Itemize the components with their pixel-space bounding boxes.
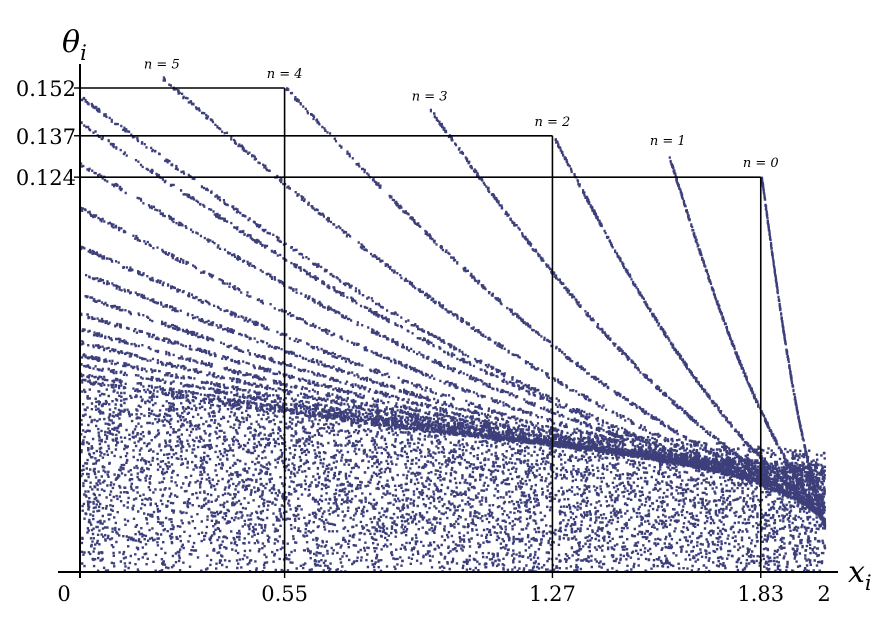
branch-label-0: n = 0 xyxy=(743,156,779,171)
branch-6-points xyxy=(81,96,826,511)
branch-labels: n = 0 n = 1 n = 2 n = 3 n = 4 n = 5 xyxy=(144,57,779,171)
y-tick-label-1: 0.137 xyxy=(16,125,76,149)
x-tick-label-1: 0.55 xyxy=(261,582,308,606)
y-tick-label-2: 0.124 xyxy=(16,166,76,190)
x-tick-label-3: 1.83 xyxy=(737,582,784,606)
branch-label-2: n = 2 xyxy=(535,115,571,130)
guide-lines xyxy=(80,87,762,572)
x-tick-label-4: 2 xyxy=(817,582,830,606)
x-axis-title: xi xyxy=(848,555,872,595)
branch-label-3: n = 3 xyxy=(412,89,448,104)
y-axis-title: θi xyxy=(62,25,87,65)
branch-19-points xyxy=(81,378,825,470)
dense-point-cloud xyxy=(80,388,827,574)
branch-curves xyxy=(80,76,827,530)
tick-labels: 0 0.55 1.27 1.83 2 0.152 0.137 0.124 xyxy=(16,77,831,606)
branch-label-5: n = 5 xyxy=(144,57,180,72)
x-tick-label-2: 1.27 xyxy=(529,582,576,606)
x-tick-label-0: 0 xyxy=(57,582,70,606)
axes xyxy=(58,64,838,578)
scatter-cloud-points xyxy=(80,388,827,574)
branch-label-1: n = 1 xyxy=(650,134,686,149)
y-tick-label-0: 0.152 xyxy=(16,77,76,101)
branch-label-4: n = 4 xyxy=(267,67,303,82)
